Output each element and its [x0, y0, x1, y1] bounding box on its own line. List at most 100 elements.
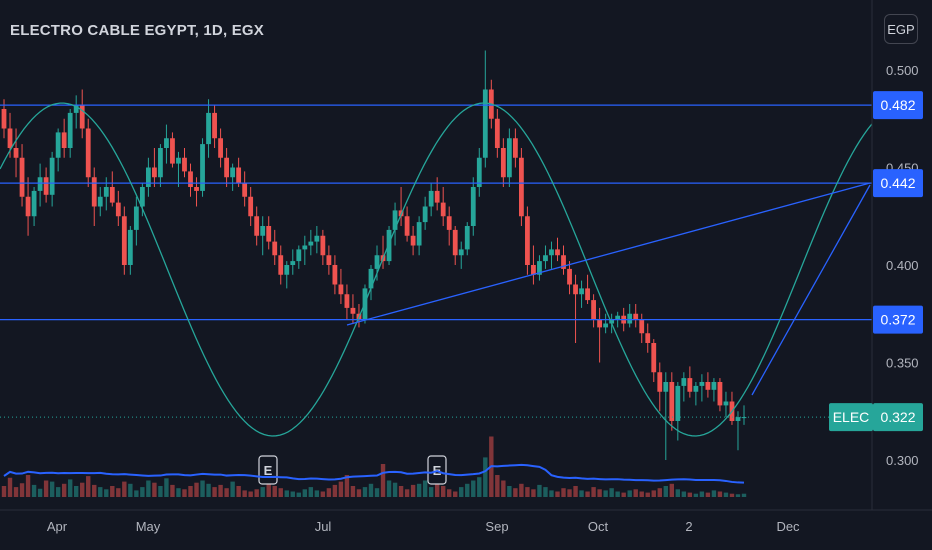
trend-line — [346, 182, 871, 326]
candle-body — [278, 255, 284, 275]
y-tick-label: 0.350 — [886, 356, 919, 371]
candle-body — [573, 284, 578, 295]
candle-body — [428, 190, 434, 207]
volume-bar — [591, 487, 596, 497]
candle-body — [440, 202, 446, 217]
candle-body — [266, 226, 272, 242]
volume-bar — [61, 483, 67, 497]
candle-body — [525, 216, 530, 265]
volume-bar — [98, 487, 103, 497]
volume-bar — [735, 494, 741, 497]
candle-body — [693, 385, 699, 392]
volume-bar — [338, 481, 344, 497]
candle-body — [182, 157, 187, 172]
volume-bar — [218, 484, 223, 497]
candle-body — [61, 132, 67, 148]
volume-bar — [146, 480, 151, 497]
candle-body — [344, 294, 350, 308]
candle-body — [302, 245, 308, 250]
candle-body — [260, 226, 266, 236]
drawings — [0, 102, 873, 437]
volume-bar — [525, 487, 530, 497]
candle-body — [549, 249, 554, 256]
volume-bar — [266, 483, 271, 497]
volume-bar — [621, 492, 626, 497]
x-tick-label: Dec — [776, 519, 800, 534]
candle-body — [97, 196, 103, 207]
volume-bar — [513, 488, 518, 497]
last-price-tag-label: 0.322 — [880, 409, 915, 425]
volume-bar — [122, 481, 127, 497]
volume-bar — [170, 484, 175, 497]
candle-body — [543, 255, 548, 262]
candle-body — [55, 132, 61, 158]
volume-bar — [176, 488, 181, 497]
candle-body — [350, 307, 356, 314]
volume-bar — [296, 492, 301, 497]
candle-body — [561, 255, 566, 269]
candle-body — [555, 249, 560, 256]
volume-bar — [440, 486, 446, 497]
volume-bar — [104, 489, 109, 497]
volume-bar — [422, 480, 428, 497]
volume-bar — [717, 491, 723, 497]
volume-bar — [116, 488, 121, 497]
x-tick-label: Jul — [315, 519, 332, 534]
level-tag-label: 0.482 — [880, 97, 915, 113]
candle-body — [91, 177, 97, 207]
y-tick-label: 0.300 — [886, 453, 919, 468]
candle-body — [272, 241, 278, 256]
candle-body — [290, 261, 296, 265]
candle-body — [639, 319, 645, 334]
volume-bar — [248, 491, 253, 497]
candle-body — [723, 401, 729, 406]
volume-bar — [639, 491, 644, 497]
y-tick-label: 0.500 — [886, 63, 919, 78]
candle-body — [506, 138, 512, 178]
volume-bar — [729, 493, 735, 497]
volume-bar — [290, 491, 295, 497]
candle-body — [164, 138, 169, 148]
volume-bar — [344, 475, 350, 497]
projection-line — [751, 184, 871, 396]
volume-bar — [615, 491, 620, 497]
symbol-tag-label: ELEC — [833, 409, 870, 425]
volume-bar — [37, 488, 43, 497]
volume-bar — [471, 480, 476, 497]
candle-body — [242, 183, 248, 197]
volume-bar — [31, 484, 37, 497]
volume-bar — [284, 490, 289, 497]
volume-bar — [86, 476, 91, 497]
volume-bar — [699, 491, 705, 497]
currency-button[interactable]: EGP — [884, 14, 918, 44]
candle-body — [200, 144, 205, 191]
volume-bar — [705, 492, 711, 497]
volume-bar — [392, 482, 398, 497]
x-tick-label: 2 — [685, 519, 692, 534]
volume-bar — [741, 493, 747, 497]
candle-body — [103, 187, 109, 197]
candle-body — [176, 157, 181, 164]
volume-bar — [260, 487, 265, 497]
candle-body — [31, 190, 37, 217]
volume-bar — [134, 490, 139, 497]
candle-body — [518, 157, 524, 217]
candle-body — [464, 226, 470, 250]
symbol-tag — [829, 403, 873, 432]
volume-bar — [302, 489, 308, 497]
candle-body — [717, 382, 723, 406]
volume-bar — [242, 490, 247, 497]
candle-body — [687, 378, 693, 392]
candle-body — [308, 241, 314, 246]
candle-body — [206, 112, 211, 145]
volume-bar — [67, 479, 73, 497]
candle-body — [537, 261, 542, 275]
volume-bar — [272, 486, 277, 497]
volume-bar — [326, 488, 332, 497]
candle-body — [597, 319, 603, 328]
candle-body — [645, 333, 651, 343]
candle-body — [609, 319, 615, 324]
volume-bar — [73, 486, 79, 497]
